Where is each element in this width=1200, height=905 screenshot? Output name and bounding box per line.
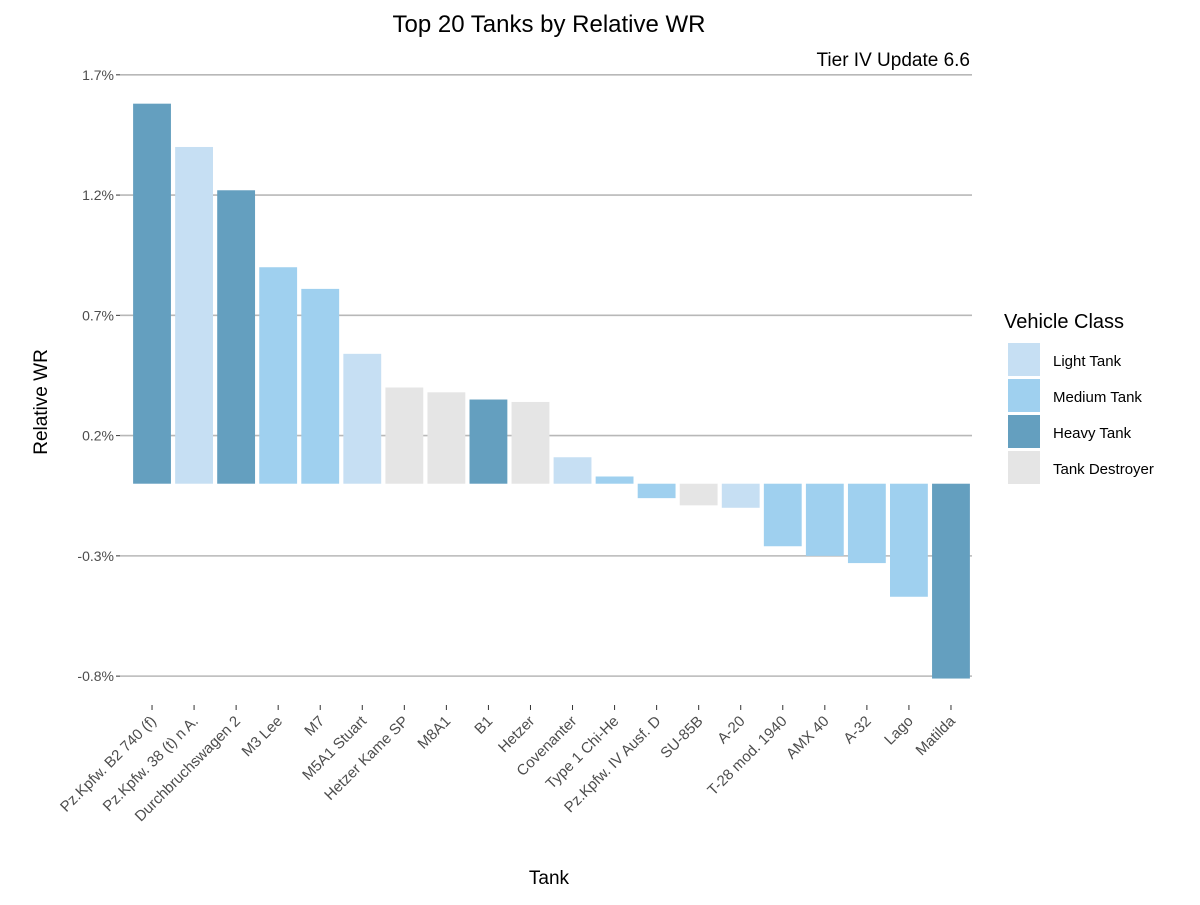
y-tick-label: 0.2% <box>82 428 114 444</box>
bar <box>805 483 844 556</box>
legend-label: Heavy Tank <box>1053 425 1132 442</box>
x-axis-ticks: Pz.Kpfw. B2 740 (f)Pz.Kpfw. 38 (t) n A.D… <box>57 705 959 825</box>
x-tick-label: AMX 40 <box>783 713 833 763</box>
x-axis-title: Tank <box>529 868 570 889</box>
legend-label: Medium Tank <box>1053 389 1142 406</box>
bar <box>301 288 340 484</box>
y-tick-label: 0.7% <box>82 307 114 323</box>
bar <box>133 103 171 484</box>
bar <box>595 476 634 484</box>
bar <box>553 457 592 484</box>
legend-label: Tank Destroyer <box>1053 461 1154 478</box>
legend-swatch <box>1008 379 1040 412</box>
bar <box>890 483 928 597</box>
x-tick-label: Lago <box>881 713 917 749</box>
x-tick-label: Matilda <box>913 712 960 759</box>
bar <box>679 483 718 506</box>
bar <box>511 401 550 484</box>
bar <box>385 387 424 484</box>
x-tick-label: M7 <box>301 713 328 740</box>
x-tick-label: SU-85B <box>657 713 706 762</box>
bar <box>847 483 886 564</box>
bars <box>133 103 970 679</box>
x-tick-label: B1 <box>471 713 496 738</box>
bar <box>427 392 466 484</box>
y-tick-label: 1.2% <box>82 187 114 203</box>
chart-subtitle: Tier IV Update 6.6 <box>817 50 970 71</box>
bar <box>175 146 213 484</box>
legend: Vehicle Class Light Tank Medium Tank Heavy… <box>1004 311 1154 484</box>
bar <box>763 483 802 547</box>
bar <box>932 483 970 679</box>
x-tick-label: Type 1 Chi-He <box>543 713 623 793</box>
bar <box>217 190 256 484</box>
y-axis-ticks: -0.8% -0.3% 0.2% 0.7% 1.2% 1.7% <box>77 67 120 684</box>
y-tick-label: 1.7% <box>82 67 114 83</box>
chart-title: Top 20 Tanks by Relative WR <box>392 11 705 38</box>
x-tick-label: M8A1 <box>414 713 454 753</box>
bar <box>721 483 760 508</box>
x-tick-label: A-32 <box>840 713 874 747</box>
bar <box>637 483 676 499</box>
y-tick-label: -0.3% <box>77 548 114 564</box>
bar <box>259 267 298 484</box>
bar <box>469 399 508 484</box>
y-tick-label: -0.8% <box>77 668 114 684</box>
bar <box>343 353 382 484</box>
x-tick-label: A-20 <box>714 713 748 747</box>
x-tick-label: M3 Lee <box>239 713 286 760</box>
legend-swatch <box>1008 343 1040 376</box>
legend-title: Vehicle Class <box>1004 311 1124 333</box>
legend-label: Light Tank <box>1053 353 1122 370</box>
legend-swatch <box>1008 415 1040 448</box>
y-axis-title: Relative WR <box>31 349 52 455</box>
legend-swatch <box>1008 451 1040 484</box>
